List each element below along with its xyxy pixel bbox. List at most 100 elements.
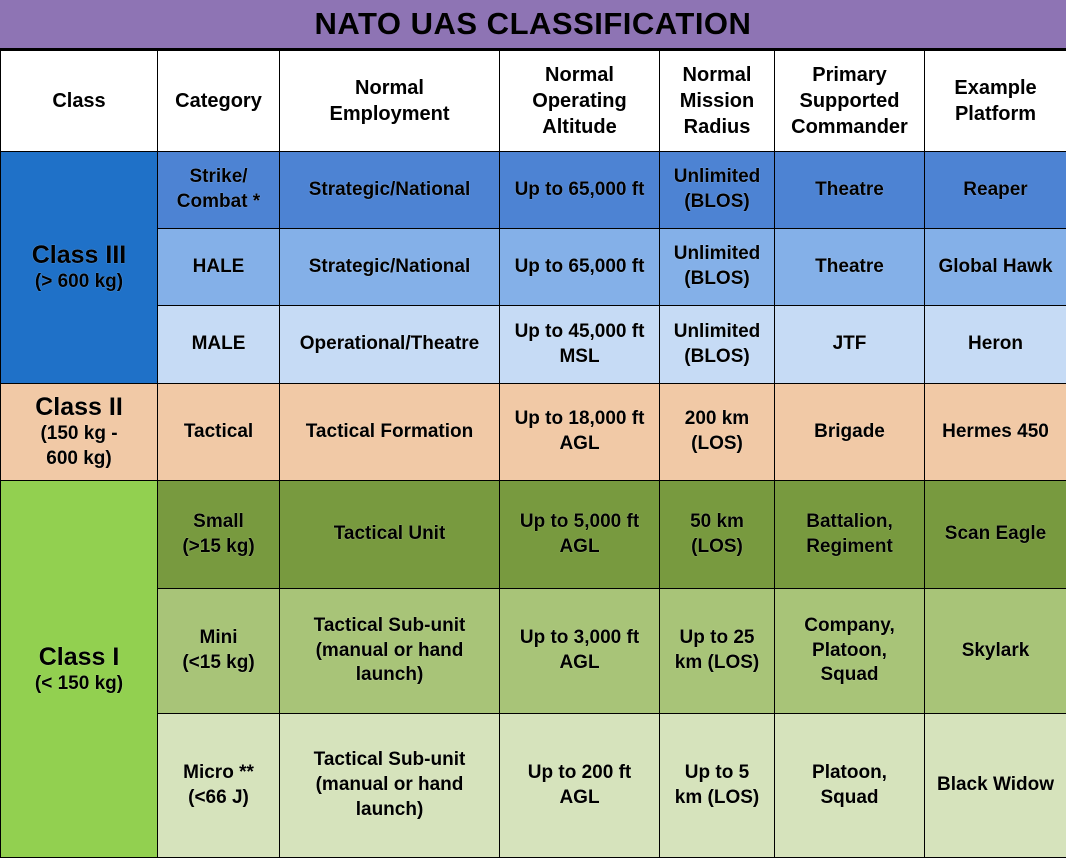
header-line: Radius bbox=[662, 114, 772, 140]
table-row: HALE Strategic/National Up to 65,000 ft … bbox=[1, 229, 1066, 306]
cell-line: Unlimited bbox=[662, 320, 772, 345]
category-cell: Mini (<15 kg) bbox=[158, 589, 280, 714]
category-cell: Strike/ Combat * bbox=[158, 152, 280, 229]
header-line: Primary bbox=[777, 62, 922, 88]
altitude-cell: Up to 5,000 ft AGL bbox=[500, 481, 660, 589]
altitude-cell: Up to 65,000 ft bbox=[500, 152, 660, 229]
cell-line: 50 km bbox=[662, 510, 772, 535]
category-cell: HALE bbox=[158, 229, 280, 306]
cell-line: MSL bbox=[502, 345, 657, 370]
category-cell: MALE bbox=[158, 306, 280, 384]
cell-line: Squad bbox=[777, 663, 922, 688]
cell-line: AGL bbox=[502, 651, 657, 676]
platform-cell: Reaper bbox=[925, 152, 1066, 229]
cell-line: Up to 25 bbox=[662, 626, 772, 651]
cell-line: Small bbox=[160, 510, 277, 535]
header-line: Supported bbox=[777, 88, 922, 114]
employment-cell: Tactical Unit bbox=[280, 481, 500, 589]
header-radius: Normal Mission Radius bbox=[660, 51, 775, 152]
employment-cell: Operational/Theatre bbox=[280, 306, 500, 384]
class-range: (< 150 kg) bbox=[3, 672, 155, 697]
header-class: Class bbox=[1, 51, 158, 152]
header-employment: Normal Employment bbox=[280, 51, 500, 152]
employment-cell: Tactical Sub-unit (manual or hand launch… bbox=[280, 589, 500, 714]
radius-cell: Unlimited (BLOS) bbox=[660, 152, 775, 229]
radius-cell: 50 km (LOS) bbox=[660, 481, 775, 589]
table-row: Class I (< 150 kg) Small (>15 kg) Tactic… bbox=[1, 481, 1066, 589]
cell-line: Platoon, bbox=[777, 761, 922, 786]
cell-line: (<15 kg) bbox=[160, 651, 277, 676]
table-row: Class III (> 600 kg) Strike/ Combat * St… bbox=[1, 152, 1066, 229]
class-cell-ii: Class II (150 kg - 600 kg) bbox=[1, 384, 158, 481]
commander-cell: Platoon, Squad bbox=[775, 714, 925, 858]
header-platform: Example Platform bbox=[925, 51, 1066, 152]
header-line: Normal bbox=[282, 75, 497, 101]
title-bar: NATO UAS CLASSIFICATION bbox=[0, 0, 1066, 50]
cell-line: AGL bbox=[502, 786, 657, 811]
cell-line: Up to 3,000 ft bbox=[502, 626, 657, 651]
header-altitude: Normal Operating Altitude bbox=[500, 51, 660, 152]
cell-line: Strike/ bbox=[160, 165, 277, 190]
cell-line: Unlimited bbox=[662, 165, 772, 190]
cell-line: (BLOS) bbox=[662, 267, 772, 292]
header-line: Example bbox=[927, 75, 1064, 101]
cell-line: Tactical Sub-unit bbox=[282, 748, 497, 773]
platform-cell: Skylark bbox=[925, 589, 1066, 714]
employment-cell: Strategic/National bbox=[280, 152, 500, 229]
platform-cell: Hermes 450 bbox=[925, 384, 1066, 481]
header-line: Normal bbox=[502, 62, 657, 88]
table-row: MALE Operational/Theatre Up to 45,000 ft… bbox=[1, 306, 1066, 384]
radius-cell: Unlimited (BLOS) bbox=[660, 306, 775, 384]
cell-line: Combat * bbox=[160, 190, 277, 215]
platform-cell: Black Widow bbox=[925, 714, 1066, 858]
radius-cell: Up to 5 km (LOS) bbox=[660, 714, 775, 858]
cell-line: Up to 45,000 ft bbox=[502, 320, 657, 345]
category-cell: Tactical bbox=[158, 384, 280, 481]
cell-line: AGL bbox=[502, 535, 657, 560]
radius-cell: 200 km (LOS) bbox=[660, 384, 775, 481]
cell-line: launch) bbox=[282, 798, 497, 823]
cell-line: (>15 kg) bbox=[160, 535, 277, 560]
altitude-cell: Up to 45,000 ft MSL bbox=[500, 306, 660, 384]
altitude-cell: Up to 200 ft AGL bbox=[500, 714, 660, 858]
cell-line: Up to 5,000 ft bbox=[502, 510, 657, 535]
cell-line: (manual or hand bbox=[282, 639, 497, 664]
commander-cell: Brigade bbox=[775, 384, 925, 481]
cell-line: (LOS) bbox=[662, 535, 772, 560]
radius-cell: Unlimited (BLOS) bbox=[660, 229, 775, 306]
cell-line: Mini bbox=[160, 626, 277, 651]
table-row: Mini (<15 kg) Tactical Sub-unit (manual … bbox=[1, 589, 1066, 714]
commander-cell: Theatre bbox=[775, 152, 925, 229]
class-name: Class II bbox=[3, 392, 155, 422]
cell-line: launch) bbox=[282, 663, 497, 688]
cell-line: Squad bbox=[777, 786, 922, 811]
cell-line: 200 km bbox=[662, 407, 772, 432]
altitude-cell: Up to 18,000 ft AGL bbox=[500, 384, 660, 481]
cell-line: Up to 5 bbox=[662, 761, 772, 786]
commander-cell: JTF bbox=[775, 306, 925, 384]
category-cell: Micro ** (<66 J) bbox=[158, 714, 280, 858]
class-range: (> 600 kg) bbox=[3, 270, 155, 295]
cell-line: Up to 18,000 ft bbox=[502, 407, 657, 432]
cell-line: Platoon, bbox=[777, 639, 922, 664]
platform-cell: Scan Eagle bbox=[925, 481, 1066, 589]
cell-line: (LOS) bbox=[662, 432, 772, 457]
cell-line: Regiment bbox=[777, 535, 922, 560]
employment-cell: Strategic/National bbox=[280, 229, 500, 306]
radius-cell: Up to 25 km (LOS) bbox=[660, 589, 775, 714]
platform-cell: Global Hawk bbox=[925, 229, 1066, 306]
cell-line: AGL bbox=[502, 432, 657, 457]
cell-line: Company, bbox=[777, 614, 922, 639]
table-row: Class II (150 kg - 600 kg) Tactical Tact… bbox=[1, 384, 1066, 481]
header-line: Commander bbox=[777, 114, 922, 140]
cell-line: (BLOS) bbox=[662, 345, 772, 370]
class-cell-iii: Class III (> 600 kg) bbox=[1, 152, 158, 384]
cell-line: Up to 200 ft bbox=[502, 761, 657, 786]
commander-cell: Theatre bbox=[775, 229, 925, 306]
header-line: Platform bbox=[927, 101, 1064, 127]
platform-cell: Heron bbox=[925, 306, 1066, 384]
cell-line: (manual or hand bbox=[282, 773, 497, 798]
cell-line: (BLOS) bbox=[662, 190, 772, 215]
class-range: 600 kg) bbox=[3, 447, 155, 472]
